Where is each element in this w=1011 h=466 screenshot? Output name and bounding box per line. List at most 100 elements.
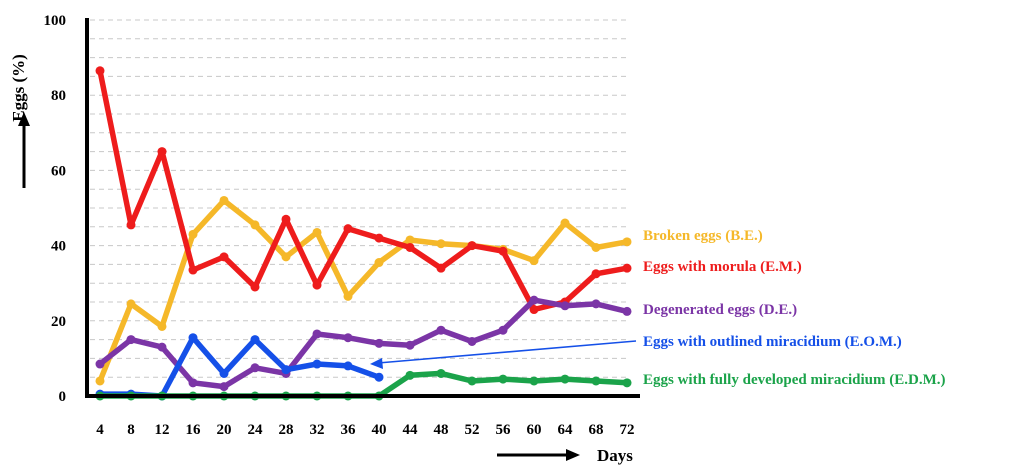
y-tick-label: 100	[44, 13, 67, 29]
x-axis-title: Days	[597, 446, 633, 465]
gridlines	[90, 19, 628, 378]
data-point	[405, 242, 415, 252]
data-point	[188, 265, 198, 275]
data-point	[622, 378, 632, 388]
data-point	[157, 147, 167, 157]
data-point	[219, 252, 229, 262]
data-point	[250, 335, 260, 345]
data-point	[436, 368, 446, 378]
x-tick-label: 44	[403, 422, 419, 438]
y-tick-label: 20	[51, 314, 66, 330]
data-point	[312, 359, 322, 369]
data-point	[591, 269, 601, 279]
data-point	[529, 305, 539, 315]
y-tick-label: 60	[51, 163, 66, 179]
legend-label-outlined-miracidium: Eggs with outlined miracidium (E.O.M.)	[643, 334, 902, 350]
x-tick-label: 48	[434, 422, 449, 438]
data-point	[374, 258, 384, 268]
y-axis-title: Eggs (%)	[9, 54, 28, 122]
legend-label-broken-eggs: Broken eggs (B.E.)	[643, 228, 763, 244]
x-tick-label: 72	[620, 422, 635, 438]
legend: Broken eggs (B.E.) Eggs with morula (E.M…	[643, 228, 946, 388]
data-point	[405, 370, 415, 380]
series-line-degenerated-eggs	[97, 297, 630, 390]
series-eggs-with-morula	[95, 66, 632, 315]
data-point	[188, 229, 198, 239]
data-point	[436, 239, 446, 249]
data-point	[219, 195, 229, 205]
data-point	[467, 376, 477, 386]
data-point	[126, 220, 136, 230]
data-point	[343, 224, 353, 234]
data-point	[405, 235, 415, 245]
x-tick-label: 64	[558, 422, 574, 438]
data-point	[436, 325, 446, 335]
x-tick-label: 16	[186, 422, 202, 438]
series-degenerated-eggs	[95, 295, 632, 392]
x-tick-label: 4	[96, 422, 104, 438]
data-point	[219, 382, 229, 392]
data-point	[467, 241, 477, 251]
data-point	[498, 325, 508, 335]
y-tick-label: 40	[51, 239, 66, 255]
data-point	[95, 359, 105, 369]
data-point	[343, 333, 353, 343]
data-point	[250, 220, 260, 230]
y-tick-label: 80	[51, 88, 66, 104]
data-point	[250, 363, 260, 373]
x-tick-label: 12	[155, 422, 170, 438]
x-tick-label: 32	[310, 422, 325, 438]
data-point	[157, 321, 167, 331]
legend-label-degenerated-eggs: Degenerated eggs (D.E.)	[643, 302, 797, 318]
x-tick-label: 52	[465, 422, 480, 438]
data-point	[95, 66, 105, 76]
data-point	[281, 365, 291, 375]
data-point	[250, 282, 260, 292]
x-tick-label: 40	[372, 422, 387, 438]
data-point	[312, 280, 322, 290]
axes	[85, 18, 640, 398]
data-point	[591, 242, 601, 252]
x-tick-label: 20	[217, 422, 232, 438]
data-point	[529, 256, 539, 266]
data-point	[281, 214, 291, 224]
x-tick-label: 8	[127, 422, 135, 438]
data-point	[126, 299, 136, 309]
data-point	[622, 263, 632, 273]
data-point	[188, 378, 198, 388]
data-point	[374, 372, 384, 382]
data-point	[374, 233, 384, 243]
series-broken-eggs	[95, 195, 632, 386]
data-point	[560, 374, 570, 384]
legend-label-fully-developed-miracidium: Eggs with fully developed miracidium (E.…	[643, 372, 946, 388]
data-point	[95, 376, 105, 386]
data-point	[312, 329, 322, 339]
series-lines	[95, 66, 632, 401]
data-point	[529, 376, 539, 386]
data-point	[281, 252, 291, 262]
data-point	[622, 306, 632, 316]
data-point	[405, 340, 415, 350]
data-point	[374, 338, 384, 348]
data-point	[157, 342, 167, 352]
x-tick-label: 60	[527, 422, 542, 438]
data-point	[343, 361, 353, 371]
data-point	[126, 335, 136, 345]
data-point	[498, 246, 508, 256]
data-point	[498, 374, 508, 384]
x-tick-labels: 4 8 12 16 20 24 28 32 36 40 44 48 52 56 60 64 68 72	[96, 422, 634, 438]
legend-label-eggs-with-morula: Eggs with morula (E.M.)	[643, 259, 802, 275]
y-axis-arrow-icon	[18, 112, 30, 188]
x-tick-label: 68	[589, 422, 604, 438]
data-point	[622, 237, 632, 247]
data-point	[219, 368, 229, 378]
data-point	[343, 291, 353, 301]
x-tick-label: 56	[496, 422, 512, 438]
data-point	[591, 299, 601, 309]
x-tick-label: 36	[341, 422, 357, 438]
data-point	[188, 333, 198, 343]
y-tick-label: 0	[59, 389, 67, 405]
eom-pointer-arrow-icon	[370, 340, 637, 369]
data-point	[591, 376, 601, 386]
